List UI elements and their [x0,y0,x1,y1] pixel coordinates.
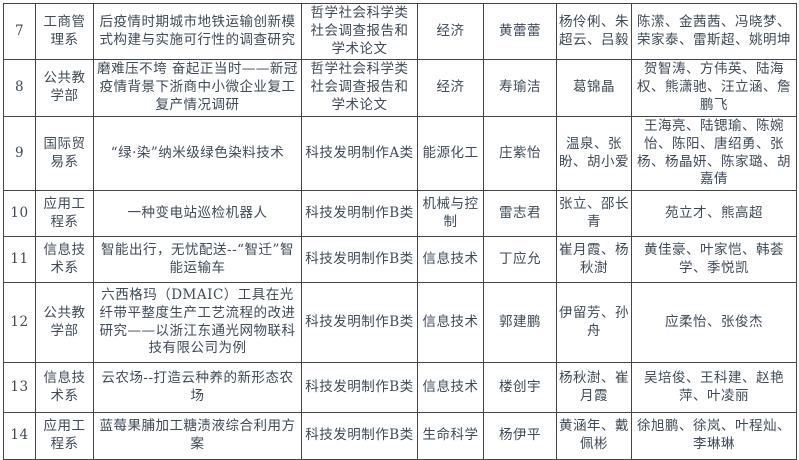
category-cell: 科技发明制作B类 [301,362,418,414]
table-row: 11 信息技术系 智能出行，无忧配送--“智迁”智能运输车 科技发明制作B类 信… [3,236,797,284]
category-cell: 科技发明制作B类 [301,236,418,284]
category-cell: 科技发明制作A类 [301,115,418,192]
title-cell: 后疫情时期城市地铁运输创新模式构建与实施可行性的调查研究 [93,2,302,61]
person-cell: 郭建鹏 [483,282,557,364]
person-cell: 雷志君 [483,190,557,238]
table-row: 10 应用工程系 一种变电站巡检机器人 科技发明制作B类 机械与控制 雷志君 张… [3,190,797,238]
person-cell: 庄紫怡 [483,115,557,192]
field-cell: 能源化工 [417,115,484,192]
department-cell: 国际贸易系 [35,115,94,192]
table-row: 9 国际贸易系 “绿·染”纳米级绿色染料技术 科技发明制作A类 能源化工 庄紫怡… [3,115,797,192]
members-cell: 苑立才、熊高超 [631,190,797,238]
field-cell: 经济 [417,59,484,117]
row-number-cell: 9 [3,115,36,192]
title-cell: 一种变电站巡检机器人 [93,190,302,238]
project-award-table: 7 工商管理系 后疫情时期城市地铁运输创新模式构建与实施可行性的调查研究 哲学社… [3,2,797,460]
row-number-cell: 7 [3,2,36,61]
members-cell: 温泉、张盼、胡小爱 [556,115,632,192]
members-cell: 王海亮、陆锶瑜、陈婉怡、陈阳、唐绍勇、张杨、杨晶妍、陈家璐、胡嘉倩 [631,115,797,192]
members-cell: 吴培俊、王科建、赵艳萍、叶凌丽 [631,362,797,414]
table-row: 14 应用工程系 蓝莓果脯加工糖渍液综合利用方案 科技发明制作B类 生命科学 杨… [3,412,797,460]
field-cell: 信息技术 [417,362,484,414]
person-cell: 丁应允 [483,236,557,284]
document-page: 7 工商管理系 后疫情时期城市地铁运输创新模式构建与实施可行性的调查研究 哲学社… [3,2,797,460]
person-cell: 寿瑜洁 [483,59,557,117]
title-cell: 磨难压不垮 奋起正当时——新冠疫情背景下浙商中小微企业复工复产情况调研 [93,59,302,117]
field-cell: 生命科学 [417,412,484,460]
members-cell: 徐旭鹏、徐岚、叶程灿、李琳琳 [631,412,797,460]
members-cell: 黄佳豪、叶家恺、韩荟学、季悦凯 [631,236,797,284]
members-cell: 杨秋澍、崔月霞 [556,362,632,414]
department-cell: 应用工程系 [35,190,94,238]
members-cell: 应柔怡、张俊杰 [631,282,797,364]
members-cell: 崔月霞、杨秋澍 [556,236,632,284]
field-cell: 经济 [417,2,484,61]
category-cell: 科技发明制作B类 [301,190,418,238]
members-cell: 贺智涛、方伟英、陆海权、熊潇驰、汪立涵、詹鹏飞 [631,59,797,117]
table-row: 13 信息技术系 云农场--打造云种养的新形态农场 科技发明制作B类 信息技术 … [3,362,797,414]
row-number-cell: 12 [3,282,36,364]
department-cell: 信息技术系 [35,362,94,414]
category-cell: 哲学社会科学类社会调查报告和学术论文 [301,2,418,61]
title-cell: 蓝莓果脯加工糖渍液综合利用方案 [93,412,302,460]
row-number-cell: 8 [3,59,36,117]
title-cell: 智能出行，无忧配送--“智迁”智能运输车 [93,236,302,284]
field-cell: 信息技术 [417,236,484,284]
title-cell: 云农场--打造云种养的新形态农场 [93,362,302,414]
department-cell: 应用工程系 [35,412,94,460]
members-cell: 葛锦晶 [556,59,632,117]
title-cell: “绿·染”纳米级绿色染料技术 [93,115,302,192]
members-cell: 黄涵年、戴佩彬 [556,412,632,460]
title-cell: 六西格玛（DMAIC）工具在光纤带平整度生产工艺流程的改进研究——以浙江东通光网… [93,282,302,364]
category-cell: 科技发明制作B类 [301,282,418,364]
department-cell: 信息技术系 [35,236,94,284]
row-number-cell: 10 [3,190,36,238]
table-row: 12 公共教学部 六西格玛（DMAIC）工具在光纤带平整度生产工艺流程的改进研究… [3,282,797,364]
category-cell: 哲学社会科学类社会调查报告和学术论文 [301,59,418,117]
category-cell: 科技发明制作B类 [301,412,418,460]
department-cell: 工商管理系 [35,2,94,61]
person-cell: 楼创宇 [483,362,557,414]
department-cell: 公共教学部 [35,282,94,364]
members-cell: 杨伶俐、朱超云、吕毅 [556,2,632,61]
row-number-cell: 13 [3,362,36,414]
field-cell: 信息技术 [417,282,484,364]
table-row: 8 公共教学部 磨难压不垮 奋起正当时——新冠疫情背景下浙商中小微企业复工复产情… [3,59,797,117]
row-number-cell: 11 [3,236,36,284]
field-cell: 机械与控制 [417,190,484,238]
members-cell: 伊留芳、孙舟 [556,282,632,364]
department-cell: 公共教学部 [35,59,94,117]
members-cell: 陈潆、金茜茜、冯晓梦、荣家泰、雷斯超、姚明坤 [631,2,797,61]
person-cell: 杨伊平 [483,412,557,460]
row-number-cell: 14 [3,412,36,460]
members-cell: 张立、邵长青 [556,190,632,238]
person-cell: 黄蕾蕾 [483,2,557,61]
table-row: 7 工商管理系 后疫情时期城市地铁运输创新模式构建与实施可行性的调查研究 哲学社… [3,2,797,61]
